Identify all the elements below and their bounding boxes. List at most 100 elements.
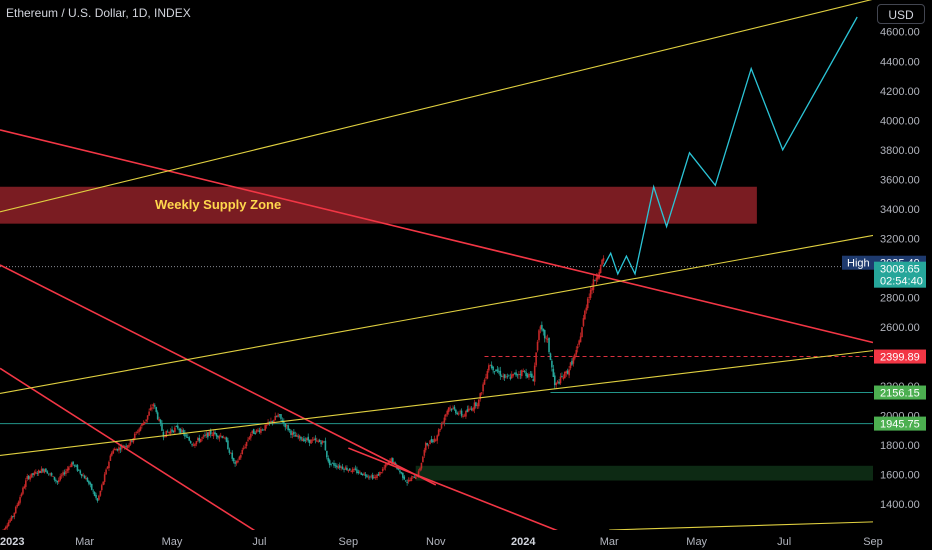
- candle-body-342: [489, 365, 492, 367]
- candle-body-319: [456, 412, 459, 415]
- candle-body-184: [262, 429, 265, 431]
- candle-body-189: [270, 420, 272, 422]
- candle-body-18: [25, 480, 27, 487]
- candle-body-371: [531, 373, 533, 378]
- candle-body-167: [238, 456, 241, 460]
- candle-body-403: [576, 346, 579, 349]
- candle-body-82: [116, 448, 119, 451]
- trend-line-4: [0, 0, 873, 213]
- candle-body-290: [414, 476, 417, 480]
- candle-body-271: [387, 461, 390, 464]
- chart-title: Ethereum / U.S. Dollar, 1D, INDEX: [6, 6, 191, 20]
- candle-body-79: [112, 450, 115, 454]
- candle-body-246: [351, 468, 354, 473]
- candle-body-46: [65, 470, 67, 474]
- candle-body-25: [35, 471, 37, 474]
- candle-body-129: [184, 432, 186, 437]
- zone-labels-layer: Weekly Supply Zone: [155, 197, 281, 212]
- candle-body-39: [55, 480, 57, 482]
- candle-body-22: [30, 473, 33, 478]
- candle-body-316: [452, 408, 454, 410]
- candle-body-188: [268, 421, 271, 423]
- candle-body-364: [520, 370, 523, 377]
- candle-body-383: [548, 337, 550, 353]
- trend-line-7: [609, 521, 874, 531]
- candle-body-326: [466, 409, 469, 412]
- candle-body-156: [222, 437, 225, 439]
- candle-body-84: [119, 448, 122, 450]
- candle-body-47: [66, 468, 69, 471]
- candle-body-33: [46, 471, 49, 474]
- candle-body-323: [462, 415, 464, 417]
- candle-body-339: [485, 377, 487, 379]
- candle-body-357: [510, 374, 513, 379]
- candle-body-417: [596, 276, 599, 280]
- price-tag-countdown: 02:54:40: [880, 276, 923, 288]
- candle-body-408: [584, 310, 586, 320]
- candle-body-358: [512, 373, 514, 376]
- candle-body-300: [429, 440, 431, 445]
- candle-body-320: [457, 413, 460, 415]
- candle-body-107: [152, 404, 155, 407]
- x-tick-label-7: Mar: [600, 536, 619, 548]
- candle-body-90: [128, 444, 130, 447]
- high-tag-label: High: [847, 258, 870, 270]
- candle-body-180: [257, 429, 259, 431]
- candle-body-363: [519, 374, 522, 376]
- candle-body-221: [316, 440, 318, 442]
- x-tick-label-6: 2024: [511, 536, 536, 548]
- candle-body-93: [132, 438, 135, 443]
- candle-body-372: [532, 379, 535, 382]
- candle-body-421: [602, 258, 605, 261]
- candle-body-117: [166, 431, 169, 433]
- candle-body-119: [169, 430, 172, 434]
- candle-body-346: [495, 369, 497, 372]
- candle-body-97: [138, 429, 140, 432]
- candle-body-109: [155, 407, 158, 412]
- candle-body-6: [7, 522, 10, 527]
- candle-body-89: [126, 445, 129, 448]
- candle-body-141: [201, 437, 203, 439]
- candle-body-148: [211, 435, 213, 436]
- candle-body-374: [535, 352, 537, 366]
- candle-body-71: [100, 485, 103, 491]
- candle-body-397: [568, 369, 570, 376]
- candle-body-327: [467, 408, 470, 412]
- candle-body-253: [361, 473, 364, 476]
- candle-body-9: [12, 516, 14, 517]
- candle-body-164: [234, 461, 236, 464]
- candle-body-395: [565, 371, 568, 374]
- candle-body-4: [4, 526, 7, 529]
- candle-body-234: [334, 465, 337, 467]
- candle-body-114: [162, 431, 165, 438]
- candle-body-149: [212, 432, 215, 437]
- candle-body-207: [295, 434, 298, 437]
- candle-body-245: [350, 471, 353, 473]
- candle-body-11: [14, 506, 17, 514]
- candle-body-236: [337, 466, 340, 469]
- candle-body-256: [366, 475, 368, 478]
- candle-body-369: [528, 373, 530, 378]
- candle-body-61: [86, 477, 89, 482]
- candle-body-137: [195, 441, 198, 445]
- candle-body-347: [496, 369, 499, 372]
- candle-body-257: [367, 476, 370, 478]
- candle-body-176: [251, 430, 254, 434]
- candle-body-314: [449, 407, 451, 409]
- candle-body-230: [328, 460, 331, 466]
- candle-body-138: [197, 438, 199, 441]
- candle-body-8: [10, 516, 13, 521]
- candle-body-240: [343, 468, 345, 470]
- candle-body-348: [498, 371, 500, 373]
- candle-body-60: [85, 477, 87, 480]
- candle-body-110: [156, 412, 159, 420]
- candle-body-108: [154, 405, 156, 407]
- candle-body-171: [244, 446, 246, 448]
- candle-body-44: [62, 472, 64, 476]
- currency-button[interactable]: USD: [877, 4, 925, 24]
- high-tag-label-bg: [842, 255, 874, 270]
- price-tag-bg-2: [874, 349, 926, 364]
- candle-body-331: [473, 402, 476, 410]
- candle-body-179: [255, 429, 258, 433]
